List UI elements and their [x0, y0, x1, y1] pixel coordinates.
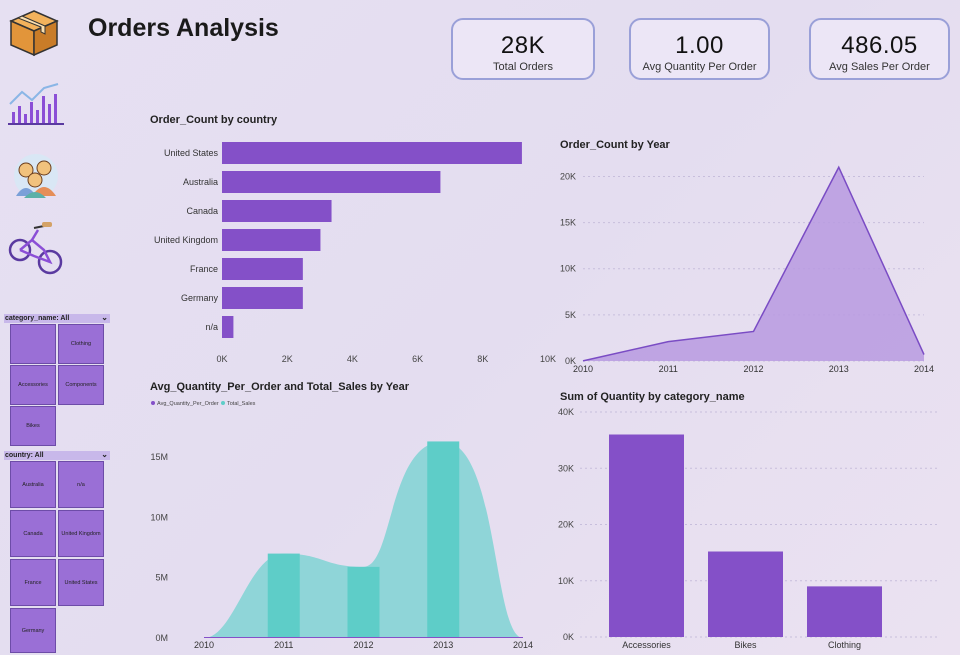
x-tick-label: 10K: [540, 354, 556, 364]
order-count-by-country-chart: United States Australia Canada United Kingd…: [154, 142, 556, 364]
slicer-tile-united-states[interactable]: United States: [58, 559, 104, 606]
y-tick-label: 10K: [558, 576, 574, 586]
bar: [222, 287, 303, 309]
slicer-label: category_name: All: [5, 315, 70, 322]
country-slicer-header[interactable]: country: All ⌄: [4, 450, 110, 460]
x-tick-label: 2014: [513, 640, 533, 650]
year-chart-title: Order_Count by Year: [560, 139, 670, 151]
x-tick-label: 2012: [743, 364, 763, 374]
x-tick-label: 0K: [216, 354, 227, 364]
x-tick-label: 2K: [282, 354, 293, 364]
category-label: Bikes: [734, 640, 757, 650]
category-chart-title: Sum of Quantity by category_name: [560, 391, 745, 403]
category-label: Clothing: [828, 640, 861, 650]
legend-marker: [221, 401, 225, 405]
y-tick-label: 40K: [558, 407, 574, 417]
area-line: [582, 165, 925, 362]
bar: [222, 258, 303, 280]
slicer-tile-clothing[interactable]: Clothing: [58, 324, 104, 364]
y-tick-label: 20K: [558, 520, 574, 530]
kpi-value: 486.05: [841, 32, 918, 59]
slicer-tile-united-kingdom[interactable]: United Kingdom: [58, 510, 104, 557]
x-tick-label: 2011: [659, 364, 678, 374]
slicer-tile-accessories[interactable]: Accessories: [10, 365, 56, 405]
bar: [222, 142, 522, 164]
chevron-down-icon[interactable]: ⌄: [101, 450, 108, 459]
category-slicer-header[interactable]: category_name: All ⌄: [4, 313, 110, 323]
y-tick-label: 0M: [155, 633, 168, 643]
y-tick-label: 5K: [565, 310, 576, 320]
legend-label: Avg_Quantity_Per_Order: [157, 401, 219, 407]
x-tick-label: 4K: [347, 354, 358, 364]
slicer-tile-france[interactable]: France: [10, 559, 56, 606]
x-tick-label: 6K: [412, 354, 423, 364]
area-fill: [583, 167, 924, 361]
kpi-card-avg-quantity: 1.00 Avg Quantity Per Order: [629, 18, 770, 80]
y-tick-label: 10M: [150, 512, 168, 522]
box-icon[interactable]: [8, 8, 60, 63]
slicer-tile-australia[interactable]: Australia: [10, 461, 56, 508]
bar: [222, 229, 321, 251]
x-tick-label: 2013: [829, 364, 849, 374]
slicer-tile-bikes[interactable]: Bikes: [10, 406, 56, 446]
page-title: Orders Analysis: [88, 14, 279, 42]
category-label: Canada: [186, 206, 218, 216]
x-tick-label: 2014: [914, 364, 934, 374]
y-tick-label: 0K: [563, 632, 574, 642]
bar: [222, 316, 234, 338]
kpi-label: Total Orders: [493, 61, 553, 73]
quantity-sales-by-year-chart: Avg_Quantity_Per_Order Total_Sales 0M 5M 10M…: [150, 401, 533, 650]
kpi-card-avg-sales: 486.05 Avg Sales Per Order: [809, 18, 950, 80]
category-label: Australia: [183, 177, 218, 187]
y-tick-label: 15M: [150, 452, 168, 462]
chevron-down-icon[interactable]: ⌄: [101, 313, 108, 322]
slicer-tile-canada[interactable]: Canada: [10, 510, 56, 557]
y-tick-label: 20K: [560, 171, 576, 181]
y-tick-label: 10K: [560, 264, 576, 274]
category-label: n/a: [205, 322, 218, 332]
country-chart-title: Order_Count by country: [150, 114, 278, 126]
order-count-by-year-chart: 0K 5K 10K 15K 20K 2010 2011 2012 2013 2014: [560, 165, 934, 374]
x-tick-label: 2013: [433, 640, 453, 650]
category-label: Germany: [181, 293, 219, 303]
kpi-value: 1.00: [675, 32, 724, 59]
y-tick-label: 0K: [565, 356, 576, 366]
category-label: Accessories: [622, 640, 671, 650]
x-tick-label: 2010: [194, 640, 214, 650]
legend-marker: [151, 401, 155, 405]
slicer-label: country: All: [5, 452, 44, 459]
category-label: France: [190, 264, 218, 274]
y-tick-label: 5M: [155, 573, 168, 583]
sales-column: [427, 441, 460, 638]
sales-column: [267, 553, 300, 638]
x-tick-label: 2010: [573, 364, 593, 374]
kpi-card-total-orders: 28K Total Orders: [451, 18, 595, 80]
category-label: United States: [164, 148, 219, 158]
y-tick-label: 30K: [558, 463, 574, 473]
y-tick-label: 15K: [560, 218, 576, 228]
x-tick-label: 2012: [353, 640, 373, 650]
customers-icon[interactable]: [8, 150, 64, 205]
x-tick-label: 8K: [477, 354, 488, 364]
kpi-label: Avg Sales Per Order: [829, 61, 930, 73]
bike-icon[interactable]: [8, 220, 64, 281]
category-label: United Kingdom: [154, 235, 218, 245]
bar: [222, 200, 332, 222]
legend-label: Total_Sales: [227, 401, 256, 407]
bar: [222, 171, 441, 193]
slicer-tile-components[interactable]: Components: [58, 365, 104, 405]
kpi-label: Avg Quantity Per Order: [642, 61, 757, 73]
slicer-tile-blank[interactable]: [10, 324, 56, 364]
bar: [807, 586, 882, 637]
quantity-sales-chart-title: Avg_Quantity_Per_Order and Total_Sales b…: [150, 381, 410, 393]
quantity-by-category-chart: 0K 10K 20K 30K 40K Accessories Bikes Clothing: [558, 407, 940, 650]
slicer-tile-na[interactable]: n/a: [58, 461, 104, 508]
bar: [708, 551, 783, 637]
x-tick-label: 2011: [274, 640, 293, 650]
sales-column: [347, 566, 380, 638]
chart-icon[interactable]: [8, 82, 64, 131]
slicer-tile-germany[interactable]: Germany: [10, 608, 56, 653]
bar: [609, 434, 684, 637]
kpi-value: 28K: [500, 32, 546, 59]
